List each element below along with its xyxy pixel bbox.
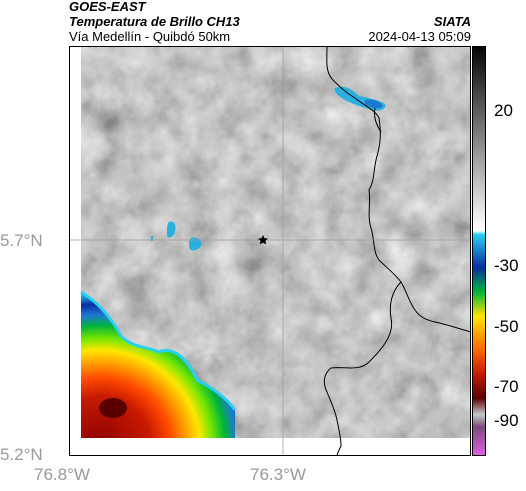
satellite-title: GOES-EAST: [69, 0, 146, 14]
border-lines: [323, 46, 471, 456]
lat-label-5-2: 5.2°N: [0, 445, 43, 464]
gridlines: [69, 46, 471, 456]
source-label: SIATA: [433, 14, 471, 29]
map-frame: [69, 46, 471, 456]
lon-label-76-3: 76.3°W: [250, 465, 306, 484]
temperature-colorbar: [472, 46, 486, 456]
lon-label-76-8: 76.8°W: [34, 465, 90, 484]
star-icon: [258, 235, 268, 245]
product-title: Temperatura de Brillo CH13: [69, 14, 240, 29]
colorbar-tick: -90: [494, 411, 519, 430]
lat-label-5-7: 5.7°N: [0, 231, 43, 250]
satellite-map: [69, 46, 471, 456]
region-label: Vía Medellín - Quibdó 50km: [69, 29, 231, 44]
colorbar-tick: -70: [494, 377, 519, 396]
colorbar-tick: 20: [494, 101, 513, 120]
storm-cell: [80, 290, 237, 438]
colorbar-tick: -30: [494, 256, 519, 275]
datetime-label: 2024-04-13 05:09: [368, 29, 471, 44]
colorbar-tick: -50: [494, 317, 519, 336]
